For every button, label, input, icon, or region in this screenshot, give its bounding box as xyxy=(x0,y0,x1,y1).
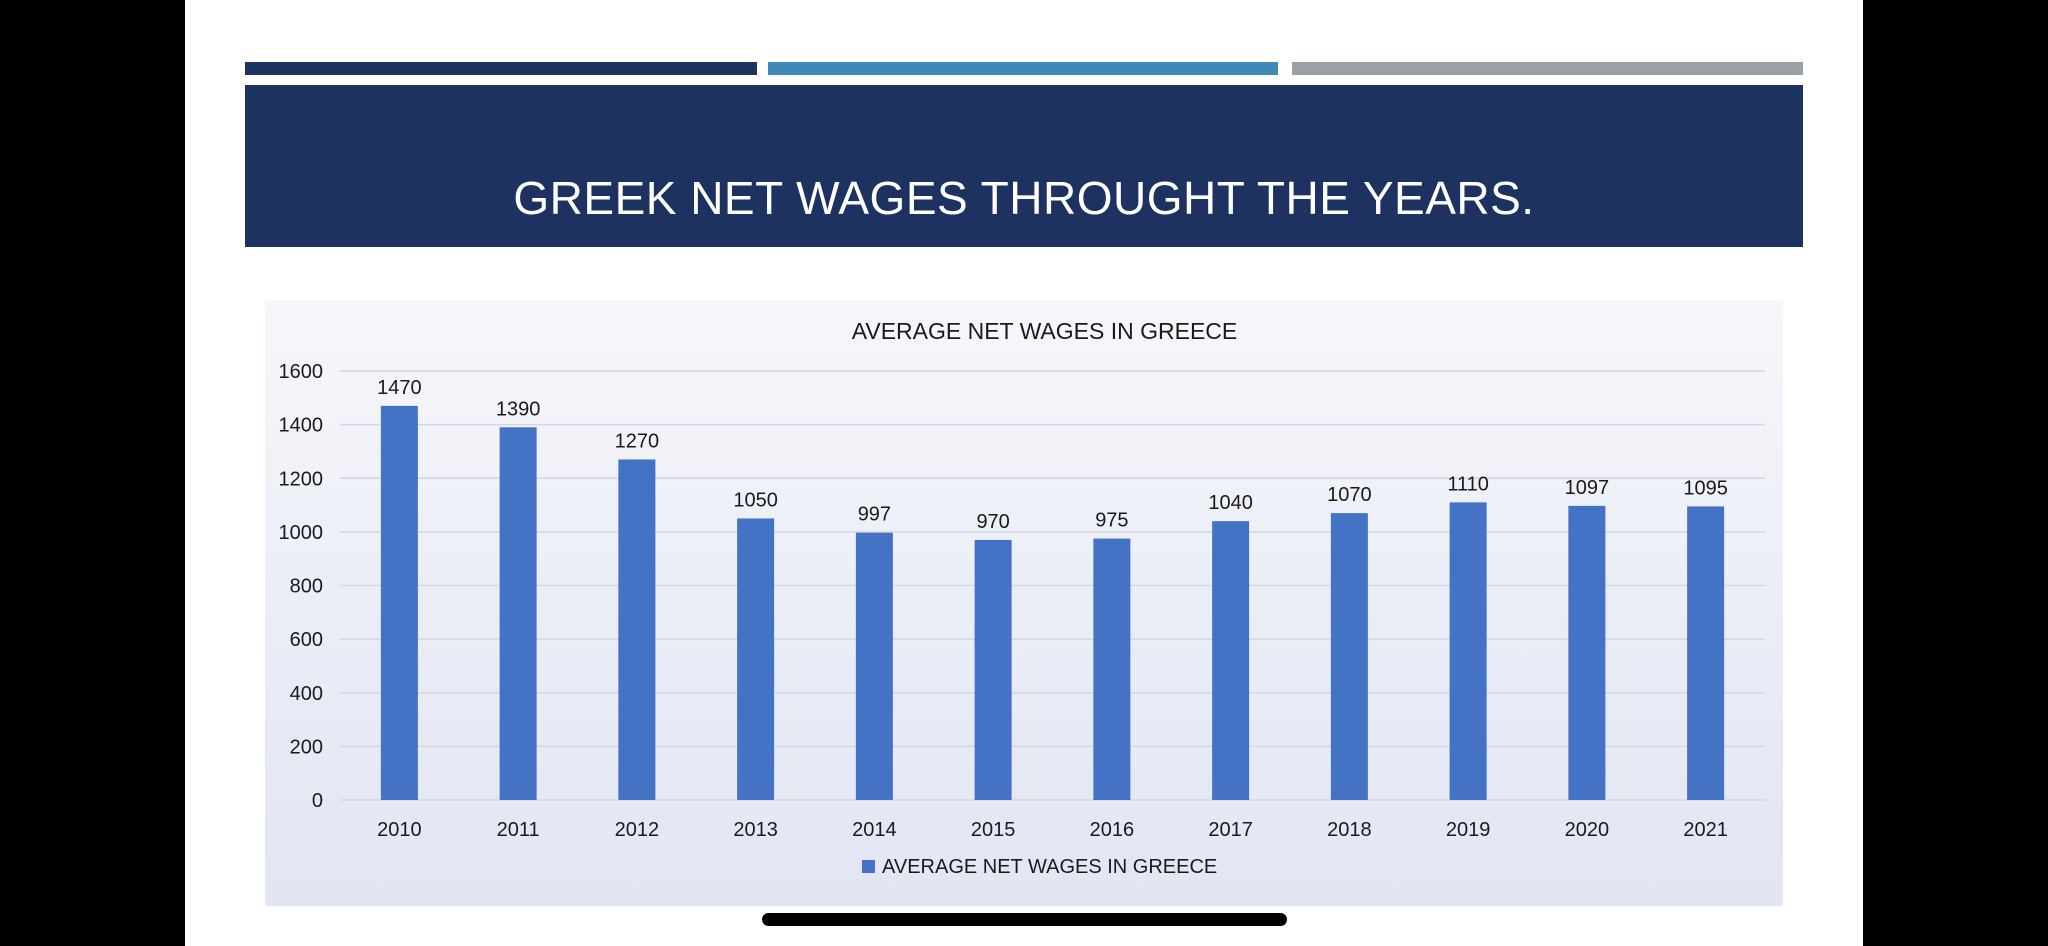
x-tick-label: 2019 xyxy=(1446,819,1491,841)
y-tick-label: 200 xyxy=(290,736,323,758)
bar xyxy=(1093,538,1131,800)
y-tick-label: 400 xyxy=(290,683,323,705)
title-banner: GREEK NET WAGES THROUGHT THE YEARS. xyxy=(245,85,1803,247)
data-label: 970 xyxy=(976,511,1009,533)
x-tick-label: 2011 xyxy=(497,819,540,841)
data-label: 1470 xyxy=(377,377,422,399)
x-tick-label: 2014 xyxy=(852,819,897,841)
home-indicator[interactable] xyxy=(762,913,1287,926)
y-tick-label: 1600 xyxy=(279,361,324,383)
data-label: 1070 xyxy=(1327,484,1372,506)
bar xyxy=(1687,506,1725,800)
x-tick-label: 2010 xyxy=(377,819,422,841)
chart-title: AVERAGE NET WAGES IN GREECE xyxy=(852,318,1238,344)
bar xyxy=(1449,502,1487,800)
x-tick-label: 2018 xyxy=(1327,819,1372,841)
accent-bar-teal xyxy=(768,62,1278,75)
data-label: 1270 xyxy=(615,430,660,452)
bar xyxy=(855,532,893,800)
data-label: 1390 xyxy=(496,398,541,420)
x-tick-label: 2012 xyxy=(615,819,660,841)
x-tick-label: 2021 xyxy=(1683,819,1728,841)
accent-bar-gray xyxy=(1292,62,1803,75)
data-label: 975 xyxy=(1095,510,1128,532)
bar xyxy=(1212,521,1250,800)
data-label: 1050 xyxy=(733,489,778,511)
bar-chart: AVERAGE NET WAGES IN GREECE 0 200 400 600 800… xyxy=(279,318,1765,878)
x-tick-label: 2016 xyxy=(1090,819,1135,841)
slide: GREEK NET WAGES THROUGHT THE YEARS. AVER… xyxy=(185,0,1863,946)
chart-panel: AVERAGE NET WAGES IN GREECE 0 200 400 600 800… xyxy=(265,300,1783,906)
bar xyxy=(499,427,537,800)
accent-bar-navy xyxy=(245,62,757,75)
data-label: 997 xyxy=(858,504,891,526)
data-label: 1095 xyxy=(1683,477,1728,499)
y-tick-label: 1000 xyxy=(279,522,324,544)
y-tick-label: 800 xyxy=(290,576,323,598)
legend-label: AVERAGE NET WAGES IN GREECE xyxy=(882,856,1217,878)
data-label: 1040 xyxy=(1208,492,1253,514)
y-tick-label: 1200 xyxy=(279,468,324,490)
slide-title: GREEK NET WAGES THROUGHT THE YEARS. xyxy=(513,172,1535,224)
bar xyxy=(737,518,775,800)
legend-swatch xyxy=(862,860,875,873)
x-tick-label: 2017 xyxy=(1208,819,1253,841)
y-tick-label: 1400 xyxy=(279,415,324,437)
bar xyxy=(974,539,1012,800)
x-tick-label: 2020 xyxy=(1565,819,1610,841)
bar xyxy=(1568,505,1606,800)
bar xyxy=(380,405,418,800)
data-label: 1097 xyxy=(1565,477,1610,499)
x-tick-label: 2015 xyxy=(971,819,1016,841)
data-label: 1110 xyxy=(1447,473,1489,495)
y-tick-label: 600 xyxy=(290,629,323,651)
bar xyxy=(1330,513,1368,800)
bar xyxy=(618,459,656,800)
y-tick-label: 0 xyxy=(312,790,323,812)
x-tick-label: 2013 xyxy=(733,819,778,841)
